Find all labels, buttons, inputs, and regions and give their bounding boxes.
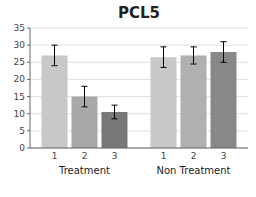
error-cap xyxy=(112,118,118,119)
y-axis xyxy=(30,28,31,148)
error-cap xyxy=(191,46,197,47)
error-cap xyxy=(82,106,88,107)
bars xyxy=(42,42,237,148)
y-tick-label: 25 xyxy=(14,57,25,67)
group-label: Non Treatment xyxy=(157,165,231,176)
x-tick-label: 3 xyxy=(221,151,227,161)
error-cap xyxy=(52,45,58,46)
x-tick-label: 2 xyxy=(191,151,197,161)
error-bar xyxy=(191,47,197,64)
error-cap xyxy=(221,41,227,42)
grid-line xyxy=(30,28,248,29)
error-line xyxy=(223,42,224,63)
grid-line xyxy=(30,148,248,149)
error-bar xyxy=(82,86,88,107)
bar xyxy=(151,57,177,148)
y-tick-label: 35 xyxy=(14,23,25,33)
error-bar xyxy=(221,42,227,63)
group-label: Treatment xyxy=(58,165,110,176)
grid-line xyxy=(30,45,248,46)
x-labels: 123Treatment123Non Treatment xyxy=(52,151,231,176)
y-tick-label: 0 xyxy=(19,143,25,153)
error-cap xyxy=(161,46,167,47)
bar xyxy=(42,55,68,148)
error-line xyxy=(54,45,55,66)
x-tick-label: 2 xyxy=(82,151,88,161)
y-tick-label: 20 xyxy=(14,74,26,84)
y-tick-label: 15 xyxy=(14,92,25,102)
error-cap xyxy=(52,65,58,66)
x-tick-label: 1 xyxy=(161,151,167,161)
error-bar xyxy=(112,105,118,119)
chart: PCL505101520253035123Treatment123Non Tre… xyxy=(0,0,256,197)
bar xyxy=(211,52,237,148)
title: PCL5 xyxy=(118,4,160,22)
bar xyxy=(181,55,207,148)
error-cap xyxy=(82,86,88,87)
error-line xyxy=(114,105,115,119)
error-line xyxy=(163,47,164,68)
x-tick-label: 1 xyxy=(52,151,58,161)
error-bar xyxy=(52,45,58,66)
error-cap xyxy=(191,64,197,65)
error-cap xyxy=(112,105,118,106)
y-tick-label: 10 xyxy=(14,109,26,119)
error-bar xyxy=(161,47,167,68)
y-tick-label: 5 xyxy=(19,126,25,136)
error-cap xyxy=(221,62,227,63)
y-tick-label: 30 xyxy=(14,40,26,50)
x-axis xyxy=(30,148,248,149)
error-line xyxy=(84,86,85,107)
error-cap xyxy=(161,67,167,68)
error-line xyxy=(193,47,194,64)
x-tick-label: 3 xyxy=(112,151,118,161)
